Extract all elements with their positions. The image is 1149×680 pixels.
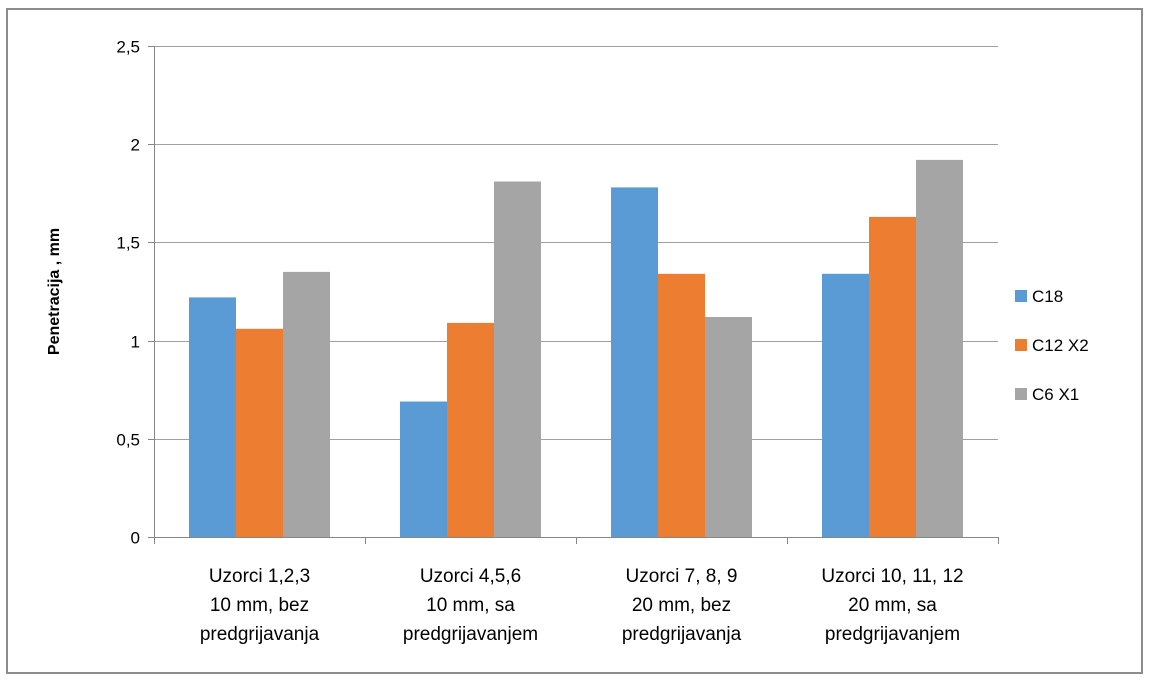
legend-swatch xyxy=(1015,339,1027,351)
y-tick-label: 1,5 xyxy=(116,234,140,253)
y-tick-label: 2,5 xyxy=(116,38,140,57)
bars xyxy=(189,159,963,537)
legend-swatch xyxy=(1015,290,1027,302)
bar-c12-x2 xyxy=(658,273,705,537)
bar-c6-x1 xyxy=(916,159,963,537)
bar-c6-x1 xyxy=(705,317,752,537)
legend-label: C6 X1 xyxy=(1032,385,1079,404)
chart-frame: 0 0,5 1 1,5 2 2,5 Uzorci 1,2,3 10 mm, bez predg… xyxy=(6,8,1143,674)
legend: C18 C12 X2 C6 X1 xyxy=(1015,287,1089,404)
x-tick-labels: Uzorci 1,2,3 10 mm, bez predgrijavanja Uzor… xyxy=(200,566,964,645)
y-tick-labels: 0 0,5 1 1,5 2 2,5 xyxy=(116,38,140,548)
y-tick-label: 0 xyxy=(131,529,140,548)
y-axis-label: Penetracija , mm xyxy=(46,228,63,355)
legend-label: C18 xyxy=(1032,287,1063,306)
bar-c18 xyxy=(400,401,447,537)
y-tick-label: 2 xyxy=(131,136,140,155)
bar-c18 xyxy=(189,297,236,537)
x-category-label: Uzorci 1,2,3 10 mm, bez predgrijavanja xyxy=(200,566,320,645)
legend-swatch xyxy=(1015,388,1027,400)
y-tick-label: 1 xyxy=(131,333,140,352)
bar-c18 xyxy=(611,187,658,537)
bar-c12-x2 xyxy=(236,328,283,537)
bar-chart: 0 0,5 1 1,5 2 2,5 Uzorci 1,2,3 10 mm, bez predg… xyxy=(46,38,1089,646)
bar-c18 xyxy=(822,273,869,537)
bar-c12-x2 xyxy=(869,216,916,537)
x-category-label: Uzorci 7, 8, 9 20 mm, bez predgrijavanja xyxy=(622,566,742,645)
axes xyxy=(148,46,999,544)
y-tick-label: 0,5 xyxy=(116,431,140,450)
bar-c12-x2 xyxy=(447,322,494,537)
bar-c6-x1 xyxy=(494,181,541,537)
legend-label: C12 X2 xyxy=(1032,336,1089,355)
x-category-label: Uzorci 10, 11, 12 20 mm, sa predgrijavanje… xyxy=(821,566,963,645)
bar-c6-x1 xyxy=(283,271,330,537)
x-category-label: Uzorci 4,5,6 10 mm, sa predgrijavanjem xyxy=(403,566,538,645)
